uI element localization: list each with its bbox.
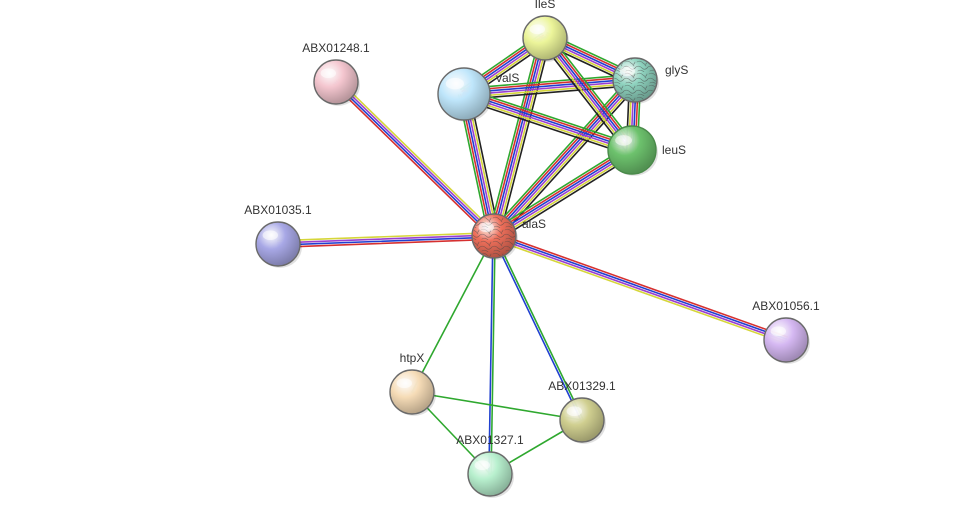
node-highlight (530, 24, 545, 34)
node-circle (523, 16, 567, 60)
node-highlight (321, 68, 336, 78)
node-label-alaS: alaS (522, 217, 546, 231)
node-highlight (620, 66, 635, 76)
node-label-IleS: IleS (535, 0, 556, 11)
node-highlight (615, 135, 632, 146)
network-graph: alaS valS IleS glyS leuS ABX01248.1 ABX01035.1… (0, 0, 976, 520)
node-circle (256, 222, 300, 266)
node-texture (614, 59, 656, 101)
node-circle (390, 370, 434, 414)
node-label-ABX01035_1: ABX01035.1 (244, 203, 312, 217)
node-label-ABX01327_1: ABX01327.1 (456, 433, 524, 447)
node-circle (764, 318, 808, 362)
node-highlight (446, 78, 464, 89)
node-label-leuS: leuS (662, 143, 686, 157)
node-label-glyS: glyS (665, 63, 688, 77)
node-highlight (263, 230, 278, 240)
node-label-ABX01056_1: ABX01056.1 (752, 299, 820, 313)
node-label-htpX: htpX (400, 351, 425, 365)
node-label-valS: valS (496, 71, 519, 85)
node-highlight (567, 406, 582, 416)
node-circle (560, 398, 604, 442)
node-texture (473, 215, 515, 257)
node-circle (438, 68, 490, 120)
node-highlight (479, 222, 494, 232)
node-highlight (397, 378, 412, 388)
node-circle (314, 60, 358, 104)
node-label-ABX01248_1: ABX01248.1 (302, 41, 370, 55)
node-circle (468, 452, 512, 496)
node-highlight (475, 460, 490, 470)
node-label-ABX01329_1: ABX01329.1 (548, 379, 616, 393)
node-circle (608, 126, 656, 174)
node-highlight (771, 326, 786, 336)
